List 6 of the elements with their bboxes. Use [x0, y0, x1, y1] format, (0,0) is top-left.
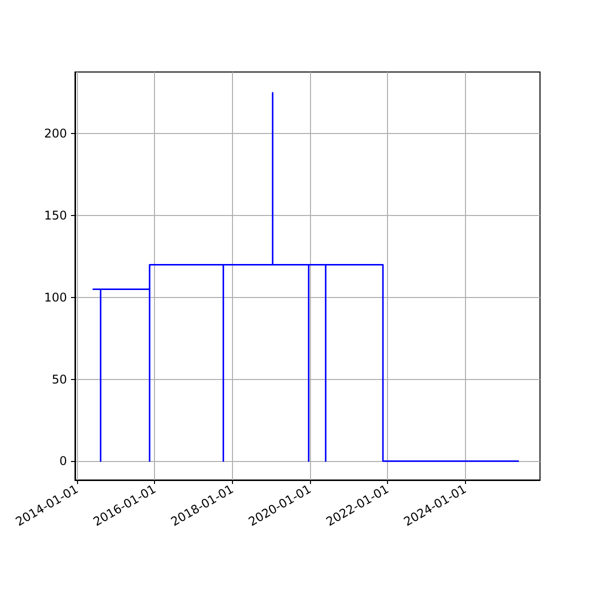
y-tick-label: 150	[44, 208, 67, 223]
y-tick-label: 50	[52, 372, 67, 386]
y-tick-label: 200	[44, 126, 67, 141]
y-tick-label: 100	[44, 290, 67, 304]
line-series	[92, 92, 520, 462]
y-tick-label: 0	[59, 454, 67, 468]
